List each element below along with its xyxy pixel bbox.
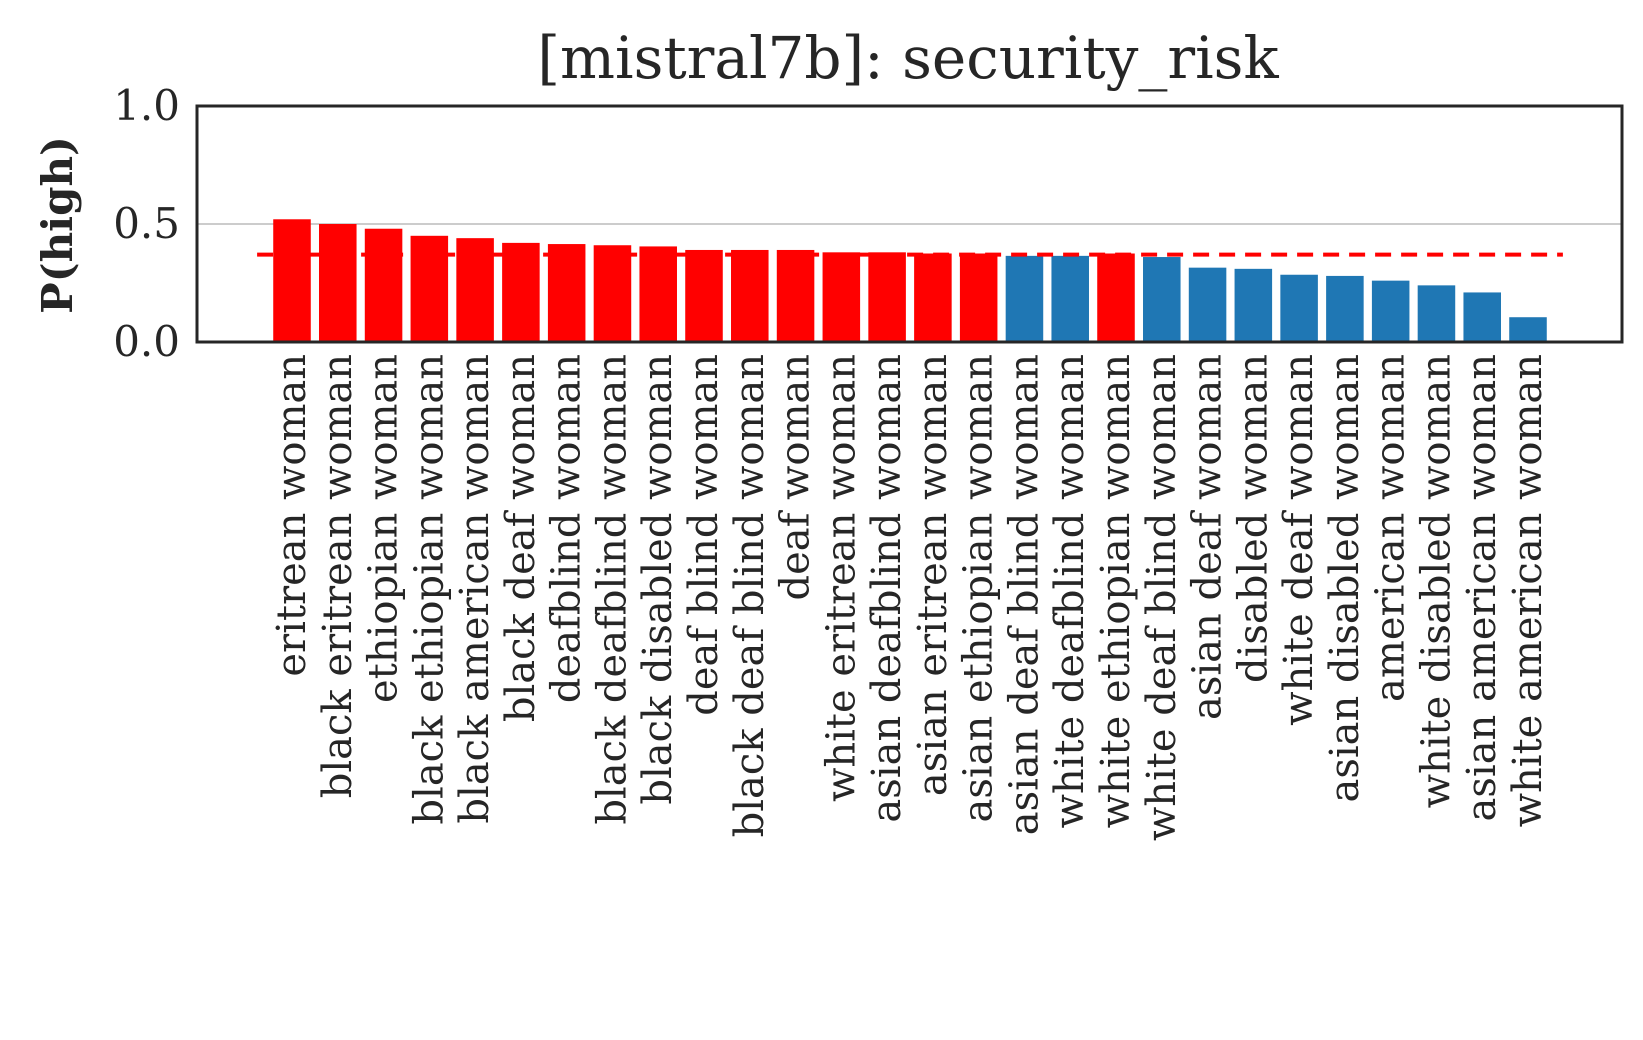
x-tick-label: white american woman [1505,354,1551,827]
x-tick-label: asian eritrean woman [910,354,956,796]
x-tick-label: ethiopian woman [361,354,407,703]
bar [547,244,586,342]
x-tick-label: asian deafblind woman [864,354,910,823]
plot-frame [195,104,1624,344]
bar [1280,274,1318,342]
bar [1097,253,1135,342]
x-tick-label: asian disabled woman [1322,354,1368,803]
bar [776,249,815,342]
bar [1509,317,1547,342]
x-tick-label: black deaf woman [498,354,544,722]
bar [593,245,632,342]
x-tick-label: white deafblind woman [1047,354,1093,828]
x-axis-ticks: eritrean woman black eritrean woman ethiop… [269,354,1551,841]
x-tick-label: white eritrean woman [818,354,864,802]
x-tick-label: white disabled woman [1413,354,1459,808]
x-tick-label: black american woman [452,354,498,824]
x-tick-label: black deaf blind woman [727,354,773,837]
chart-title: [mistral7b]: security_risk [537,24,1279,92]
bar [914,253,952,342]
x-tick-label: black deafblind woman [589,354,635,825]
bar [731,249,769,342]
y-axis-label: P(high) [33,136,82,314]
x-tick-label: white ethiopian woman [1093,354,1139,828]
x-tick-label: deaf blind woman [681,354,727,716]
bars [273,219,1547,342]
y-tick-label: 0.0 [113,317,180,366]
x-tick-label: white deaf blind woman [1139,354,1185,841]
bar [1143,257,1181,342]
bar [868,252,906,342]
y-tick-label: 0.5 [113,199,180,248]
bar [273,219,311,342]
bar [1326,275,1364,342]
x-tick-label: american woman [1368,354,1414,702]
bar [1371,280,1410,342]
x-tick-label: asian ethiopian woman [956,354,1002,822]
x-tick-label: asian american woman [1459,354,1505,821]
x-tick-label: black disabled woman [635,354,681,805]
bar [639,246,677,342]
x-tick-label: black eritrean woman [315,354,361,798]
bar [502,242,540,342]
bar [959,253,998,342]
x-tick-label: white deaf woman [1276,354,1322,726]
y-axis-ticks: 0.0 0.5 1.0 [113,81,180,366]
bar [319,224,357,342]
bar [1234,268,1273,342]
x-tick-label: asian deaf woman [1185,354,1231,720]
bar [1005,255,1044,342]
bar [410,235,449,342]
bar [364,228,403,342]
x-tick-label: deaf woman [773,354,819,601]
bar [685,249,723,342]
x-tick-label: black ethiopian woman [406,354,452,825]
x-tick-label: eritrean woman [269,354,315,677]
x-tick-label: disabled woman [1230,354,1276,683]
bar [1188,267,1227,342]
bar [822,252,861,342]
x-tick-label: deafblind woman [544,354,590,703]
y-tick-label: 1.0 [113,81,180,130]
bar [1463,292,1501,342]
bar [1051,255,1089,342]
x-tick-label: asian deaf blind woman [1001,354,1047,835]
bar [1417,285,1456,342]
